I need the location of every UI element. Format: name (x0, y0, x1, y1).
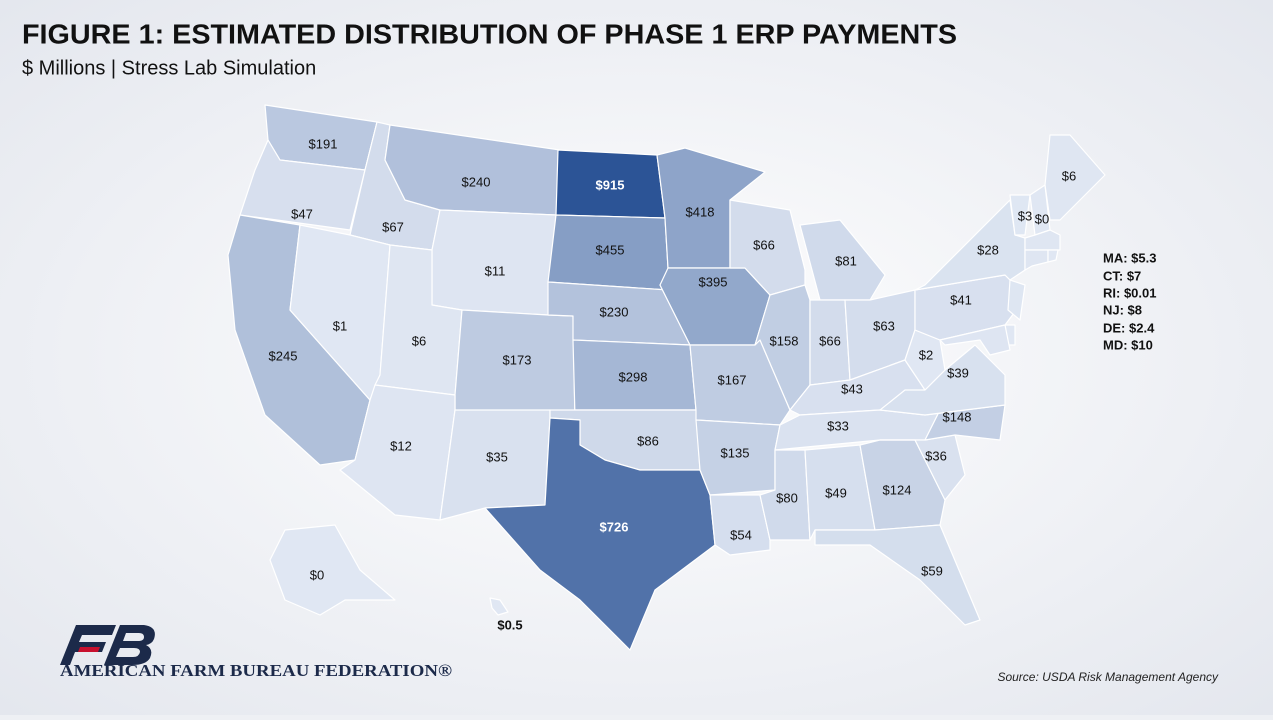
value-label: $80 (776, 490, 798, 505)
value-label: $28 (977, 242, 999, 257)
value-label: $124 (883, 482, 912, 497)
value-label: $0 (1035, 211, 1049, 226)
state (489, 597, 509, 616)
value-label: $240 (462, 174, 491, 189)
logo (60, 625, 155, 665)
value-label: $395 (699, 274, 728, 289)
value-label: $66 (753, 237, 775, 252)
value-label: $3 (1018, 208, 1032, 223)
subtitle: $ Millions | Stress Lab Simulation (22, 57, 316, 79)
value-label: $915 (596, 177, 625, 192)
value-label: $33 (827, 418, 849, 433)
state (1009, 194, 1031, 236)
value-label: $12 (390, 438, 412, 453)
value-label: $66 (819, 333, 841, 348)
logo-b (104, 625, 155, 665)
value-label: $148 (943, 409, 972, 424)
side-label: CT: $7 (1103, 268, 1141, 283)
side-label: RI: $0.01 (1103, 285, 1156, 300)
states (227, 104, 1106, 651)
state (269, 524, 396, 616)
value-labels: $191 $47 $245 $67 $1 $240 $11 $6 $173 $12 $35 $915 $… (269, 136, 1157, 632)
title: FIGURE 1: ESTIMATED DISTRIBUTION OF PHAS… (22, 18, 957, 49)
value-label: $298 (619, 369, 648, 384)
state (1044, 134, 1106, 221)
value-label: $726 (600, 519, 629, 534)
value-label: $54 (730, 527, 752, 542)
value-label: $230 (600, 304, 629, 319)
value-label: $191 (309, 136, 338, 151)
side-label: MD: $10 (1103, 337, 1153, 352)
value-label: $86 (637, 433, 659, 448)
state (709, 494, 771, 556)
state (1007, 279, 1026, 321)
value-label: $173 (503, 352, 532, 367)
state (439, 409, 551, 521)
state (339, 384, 456, 521)
state (904, 329, 946, 391)
side-label: $0.5 (497, 617, 522, 632)
side-label: NJ: $8 (1103, 302, 1142, 317)
value-label: $11 (485, 263, 506, 278)
state (939, 324, 1011, 356)
value-label: $158 (770, 333, 799, 348)
organization: AMERICAN FARM BUREAU FEDERATION® (60, 661, 452, 680)
value-label: $35 (486, 449, 508, 464)
value-label: $36 (925, 448, 947, 463)
logo-stripe (78, 647, 100, 652)
value-label: $41 (950, 292, 972, 307)
value-label: $167 (718, 372, 747, 387)
value-label: $0 (310, 567, 324, 582)
value-label: $49 (825, 485, 847, 500)
value-label: $6 (412, 333, 426, 348)
value-label: $6 (1062, 168, 1076, 183)
value-label: $135 (721, 445, 750, 460)
state (239, 139, 366, 231)
value-label: $455 (596, 242, 625, 257)
value-label: $59 (921, 563, 943, 578)
value-label: $39 (947, 365, 969, 380)
value-label: $63 (873, 318, 895, 333)
value-label: $67 (382, 219, 404, 234)
state (1047, 249, 1059, 263)
value-label: $1 (333, 318, 347, 333)
source: Source: USDA Risk Management Agency (997, 670, 1219, 684)
side-label: DE: $2.4 (1103, 320, 1155, 335)
value-label: $47 (291, 206, 313, 221)
side-label: MA: $5.3 (1103, 250, 1156, 265)
value-label: $2 (919, 347, 933, 362)
value-label: $418 (686, 204, 715, 219)
value-label: $43 (841, 381, 863, 396)
state (814, 524, 981, 626)
value-label: $245 (269, 348, 298, 363)
value-label: $81 (835, 253, 857, 268)
logo-f (60, 625, 116, 665)
